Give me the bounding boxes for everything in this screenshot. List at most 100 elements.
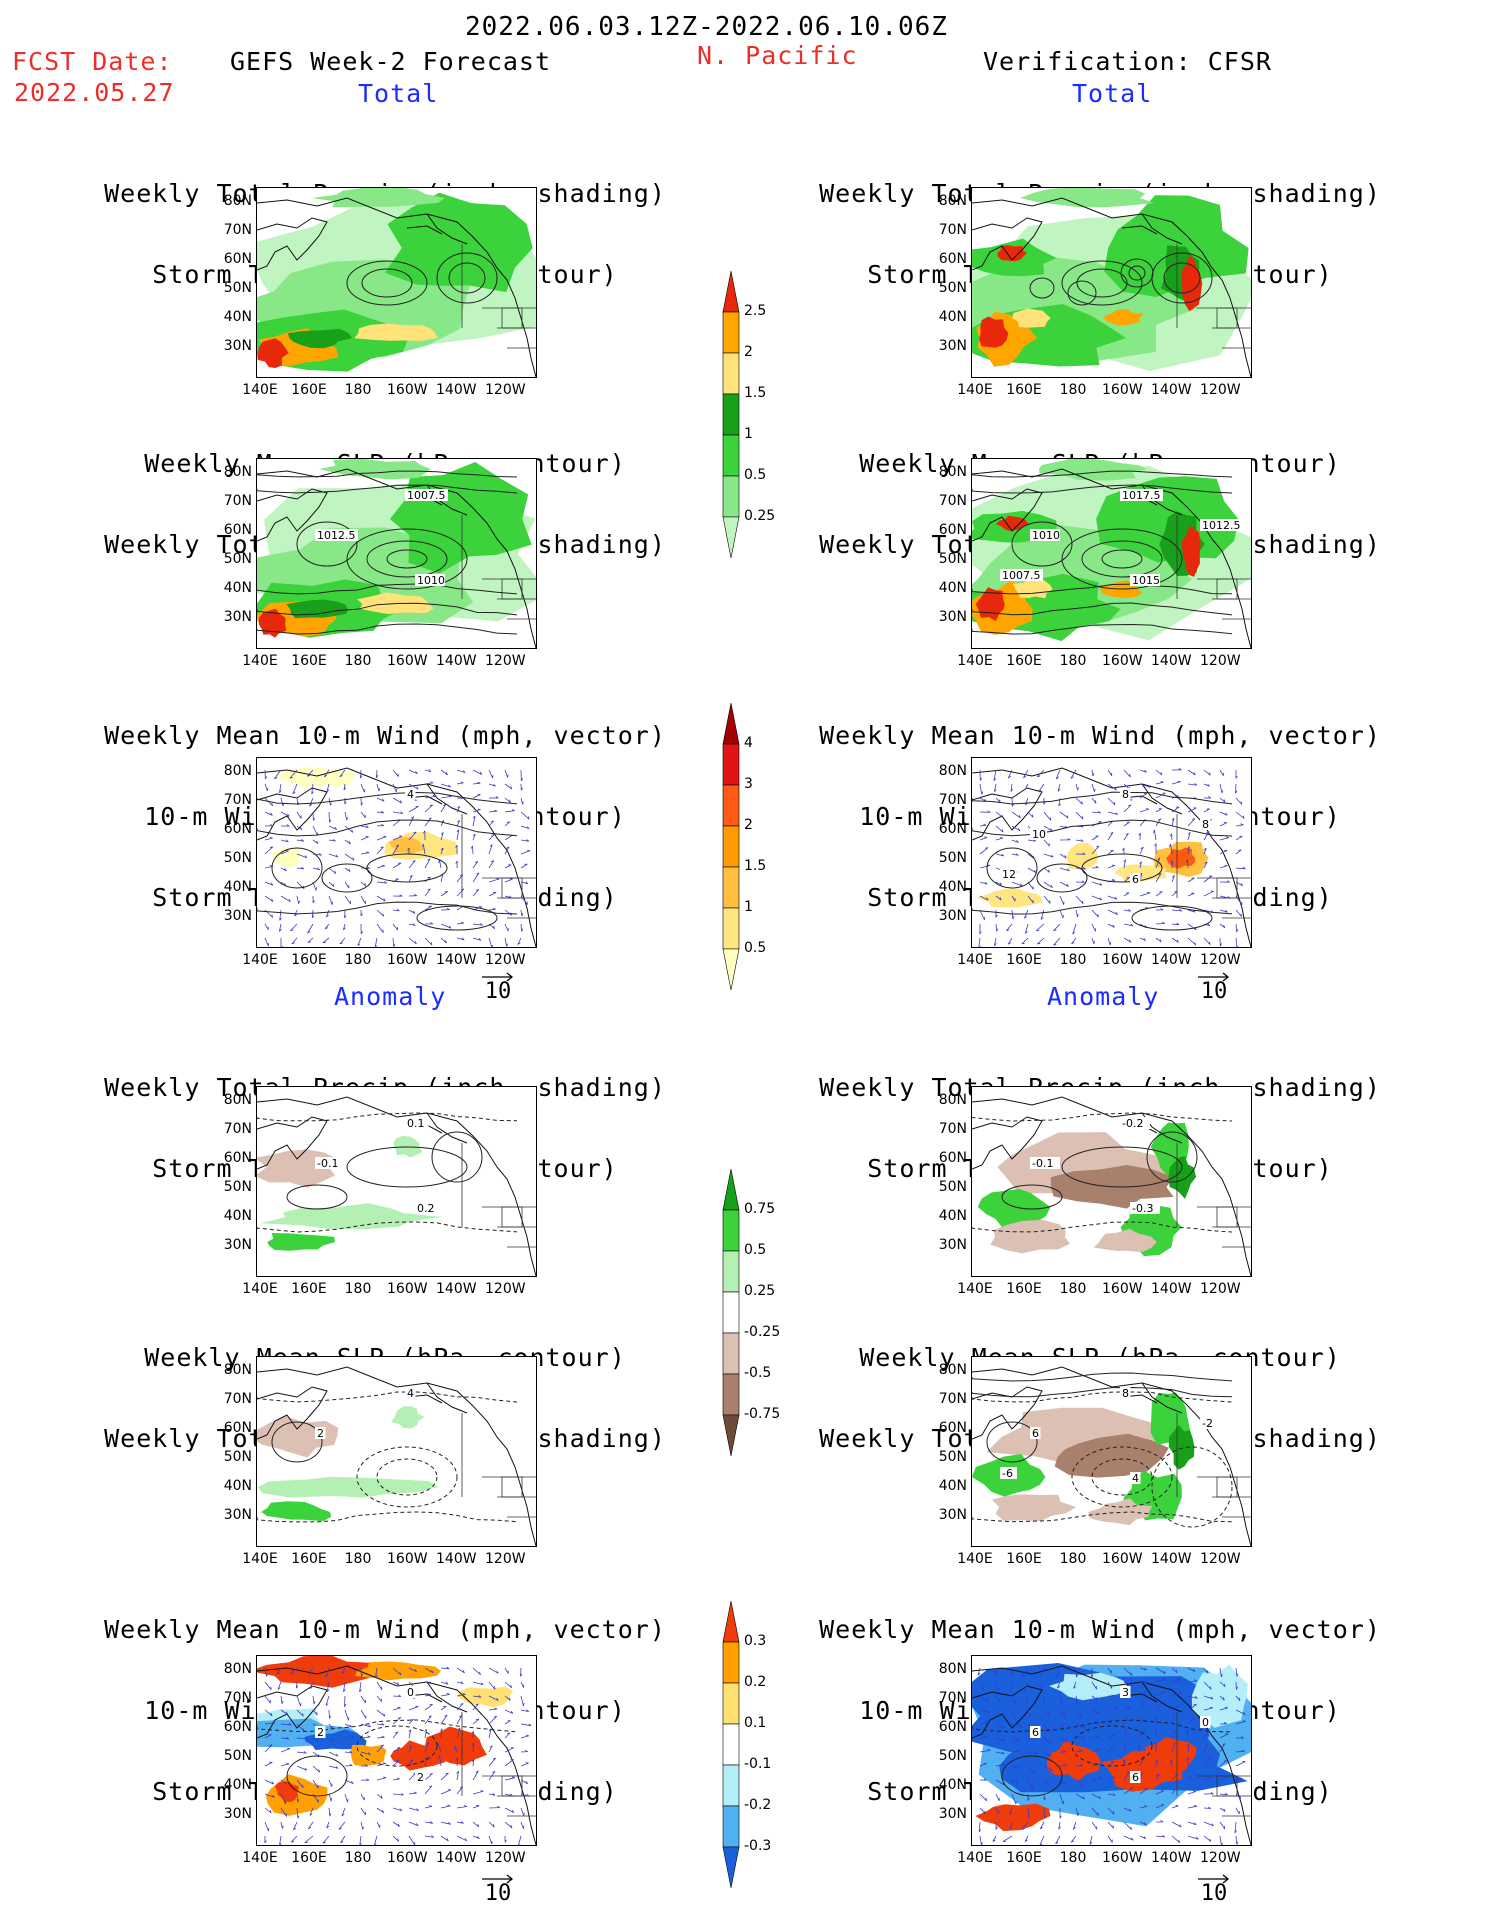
shading-region <box>1104 195 1249 297</box>
vector-ref-ob-total: 10 <box>1194 965 1234 1004</box>
lon-tick-label: 160W <box>387 952 428 968</box>
lon-tick-label: 140W <box>436 1850 477 1866</box>
wind-vectors <box>264 769 531 947</box>
contour-label: 12 <box>1002 868 1016 881</box>
shading-region <box>257 1416 339 1458</box>
contour-line <box>972 470 1233 478</box>
lat-tick-label: 60N <box>223 1420 252 1436</box>
contour-line <box>448 262 486 294</box>
contour-line <box>1151 1446 1233 1528</box>
contour-label: 8 <box>1202 818 1209 831</box>
shading-region <box>391 1406 425 1429</box>
contour-line <box>1001 1755 1063 1797</box>
contour-line <box>1163 262 1201 294</box>
lon-tick-label: 120W <box>485 952 526 968</box>
contour-line <box>1061 260 1143 306</box>
lon-tick-label: 140E <box>957 382 993 398</box>
lat-tick-label: 70N <box>223 222 252 238</box>
colorbar-label: -0.5 <box>744 1365 772 1381</box>
contour-label: -0.1 <box>317 1157 338 1170</box>
shading-region <box>975 1803 1051 1832</box>
anomaly-label-right: Anomaly <box>1047 982 1160 1011</box>
lon-tick-label: 120W <box>1200 1551 1241 1567</box>
contour-line <box>257 791 518 805</box>
contour-line <box>416 905 498 931</box>
lon-tick-label: 140E <box>242 382 278 398</box>
lat-tick-label: 60N <box>223 1719 252 1735</box>
lon-tick-label: 180 <box>344 1551 372 1567</box>
contour-line <box>986 1421 1038 1463</box>
colorbar-segment <box>722 702 740 745</box>
lon-tick-label: 140W <box>1151 952 1192 968</box>
contour-line <box>972 819 1233 837</box>
contour-line <box>1036 863 1088 893</box>
contour-label: 1017.5 <box>1122 489 1161 502</box>
lon-tick-label: 160W <box>387 653 428 669</box>
lat-tick-label: 30N <box>223 1806 252 1822</box>
lon-tick-label: 140E <box>957 1551 993 1567</box>
shading-region <box>257 338 289 368</box>
colorbar-label: 1 <box>744 899 753 915</box>
colorbar-precip-anomaly <box>722 1168 740 1461</box>
shading-region <box>1049 1672 1128 1701</box>
wind-vectors <box>978 768 1246 947</box>
map-fc-slp-total: 1007.5 1012.5 1010 <box>256 458 537 649</box>
colorbar-segment <box>722 948 740 991</box>
lon-tick-label: 140W <box>436 952 477 968</box>
lon-tick-label: 160W <box>387 1850 428 1866</box>
lon-tick-label: 160E <box>291 653 327 669</box>
colorbar-segment <box>722 1682 740 1725</box>
contour-line <box>1101 549 1143 569</box>
colorbar-segment <box>722 516 740 559</box>
shading-region <box>257 1476 439 1498</box>
contour-label: 2 <box>317 1427 324 1440</box>
lon-tick-label: 160W <box>1102 1850 1143 1866</box>
lat-tick-label: 70N <box>223 1391 252 1407</box>
shading-region <box>271 767 359 788</box>
lat-tick-label: 70N <box>938 792 967 808</box>
lat-tick-label: 60N <box>223 821 252 837</box>
contour-label: 1012.5 <box>1202 519 1241 532</box>
colorbar-label: 0.5 <box>744 940 767 956</box>
lat-tick-label: 80N <box>223 464 252 480</box>
colorbar-segment <box>722 866 740 909</box>
shading-region <box>991 1494 1077 1522</box>
shading-region <box>1181 525 1201 577</box>
lon-tick-label: 160E <box>1006 1551 1042 1567</box>
lat-tick-label: 30N <box>223 609 252 625</box>
colorbar-label: -0.3 <box>744 1838 772 1854</box>
colorbar-label: -0.1 <box>744 1756 772 1772</box>
lat-tick-label: 80N <box>223 763 252 779</box>
lat-tick-label: 40N <box>938 1777 967 1793</box>
shading-region <box>267 1233 336 1251</box>
vector-ref-ob-anom: 10 <box>1194 1867 1234 1906</box>
contour-line <box>346 528 468 590</box>
lon-tick-label: 140W <box>436 653 477 669</box>
lat-tick-label: 40N <box>938 1208 967 1224</box>
shading-region <box>388 837 427 856</box>
title-line: Weekly Mean 10-m Wind (mph, vector) <box>819 1615 1381 1644</box>
shading-region <box>990 1219 1070 1254</box>
contour-line <box>431 1131 483 1183</box>
title-line: Weekly Mean 10-m Wind (mph, vector) <box>104 1615 666 1644</box>
colorbar-segment <box>722 1723 740 1766</box>
shading-region <box>1093 1228 1157 1253</box>
map-fc-precip-total <box>256 187 537 378</box>
lon-tick-label: 140E <box>242 653 278 669</box>
lat-tick-label: 70N <box>938 1690 967 1706</box>
lon-tick-label: 180 <box>344 1850 372 1866</box>
lat-tick-label: 80N <box>938 464 967 480</box>
shading-region <box>1012 308 1051 328</box>
lon-tick-label: 140W <box>436 1281 477 1297</box>
lat-tick-label: 80N <box>938 1661 967 1677</box>
lat-tick-label: 30N <box>223 338 252 354</box>
colorbar-segment <box>722 907 740 950</box>
lon-tick-label: 160E <box>291 952 327 968</box>
lat-tick-label: 70N <box>938 493 967 509</box>
contour-line <box>346 260 428 306</box>
lat-tick-label: 40N <box>223 1777 252 1793</box>
lat-tick-label: 30N <box>938 908 967 924</box>
contour-line <box>286 1755 348 1797</box>
contour-line <box>257 602 518 616</box>
